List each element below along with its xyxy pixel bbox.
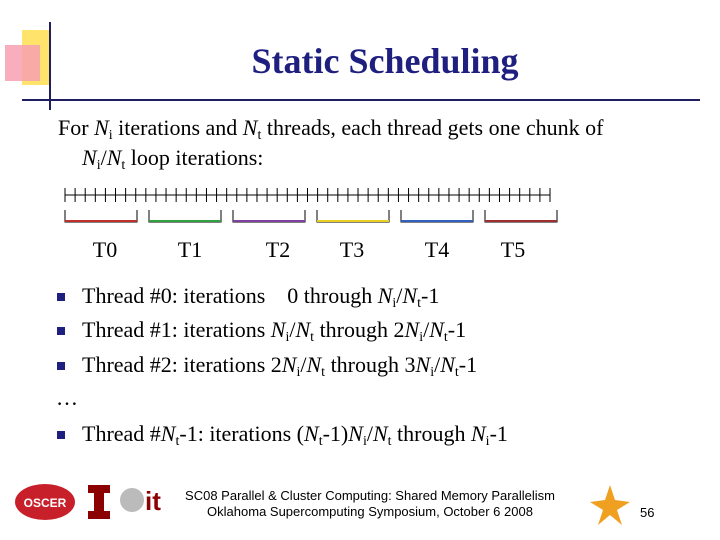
bullet-marker [57,431,65,439]
bullet-marker [57,293,65,301]
text-run: / [366,421,373,446]
text-run: -1 [489,421,508,446]
text-run: N [470,421,486,446]
thread-label: T1 [177,237,203,262]
text-run: N [281,352,297,377]
text-run: i [96,158,101,173]
text-run: N [242,115,258,140]
text-run: i [296,365,301,380]
intro-line: Ni/Nt loop iterations: [82,145,263,174]
text-run: i [419,330,424,345]
pink-square [5,45,40,81]
logos: OSCER it [15,484,630,525]
text-run: For [58,115,95,140]
thread-label: T0 [92,237,118,262]
text-run: threads, each thread gets one chunk of [261,115,604,140]
iteration-ticks [64,188,551,202]
it-logo-circle [120,488,144,512]
text-run: -1) [322,421,349,446]
oscer-logo [15,484,75,520]
bullet: Thread #0: iterations 0 through Ni/Nt-1 [82,283,439,312]
text-run: t [417,296,421,311]
text-run: t [310,330,315,345]
text-run: t [257,128,262,143]
text-run: N [440,352,455,377]
text-run: through 2 [314,317,405,342]
footer-line: SC08 Parallel & Cluster Computing: Share… [185,488,555,503]
text-run: N [270,317,286,342]
text-run: N [82,145,97,170]
bullet-marker [57,327,65,335]
text-run: N [295,317,311,342]
text-run: t [321,365,326,380]
thread-label: T3 [339,237,365,262]
text-run: / [423,317,430,342]
text-run: i [430,365,435,380]
text-run: -1 [421,283,440,308]
text-run: N [160,421,176,446]
text-run: N [94,115,109,140]
text-run: N [106,145,122,170]
text-run: through [391,421,471,446]
intro-line: For Ni iterations and Nt threads, each t… [58,115,603,144]
chunk-brackets [64,210,558,223]
text-run: i [362,434,367,449]
svg-text:it: it [145,486,161,516]
text-run: Thread #0: iterations 0 through [82,283,378,308]
text-run: t [175,434,180,449]
text-run: -1 [447,317,467,342]
thread-label: T2 [265,237,291,262]
text-run: N [377,283,393,308]
bullet: Thread #Nt-1: iterations (Nt-1)Ni/Nt thr… [82,421,508,450]
text-run: -1 [458,352,478,377]
page-number: 56 [640,505,655,520]
text-run: Thread # [82,421,161,446]
text-run: / [396,283,403,308]
ellipsis: … [56,385,78,410]
text-run: t [454,365,459,380]
bullet-marker [57,362,65,370]
text-run: N [404,317,420,342]
text-run: N [306,352,322,377]
text-run: N [429,317,444,342]
text-run: i [285,330,290,345]
svg-text:OSCER: OSCER [24,496,67,510]
text-run: i [392,296,397,311]
text-run: Thread #2: iterations 2 [82,352,282,377]
text-run: i [108,128,113,143]
text-run: Thread #1: iterations [82,317,271,342]
ou-logo [88,485,110,519]
bullet: Thread #1: iterations Ni/Nt through 2Ni/… [82,317,466,346]
text-run: through 3 [325,352,416,377]
text-run: / [300,352,307,377]
text-run: / [100,145,107,170]
text-run: t [387,434,392,449]
text-run: -1: iterations ( [179,421,305,446]
text-run: / [289,317,296,342]
star-logo [590,485,630,525]
text-run: N [402,283,418,308]
text-run: t [443,330,448,345]
text-run: i [485,434,490,449]
text-run: N [415,352,431,377]
text-run: iterations and [112,115,243,140]
text-run: loop iterations: [125,145,264,170]
thread-label: T4 [424,237,450,262]
footer-line: Oklahoma Supercomputing Symposium, Octob… [207,504,533,519]
text-run: / [434,352,441,377]
text-run: t [318,434,323,449]
title: Static Scheduling [251,41,519,81]
bullet: Thread #2: iterations 2Ni/Nt through 3Ni… [82,352,477,381]
text-run: N [348,421,363,446]
thread-label: T5 [500,237,526,262]
text-run: N [304,421,319,446]
text-run: N [372,421,388,446]
text-run: t [121,158,126,173]
